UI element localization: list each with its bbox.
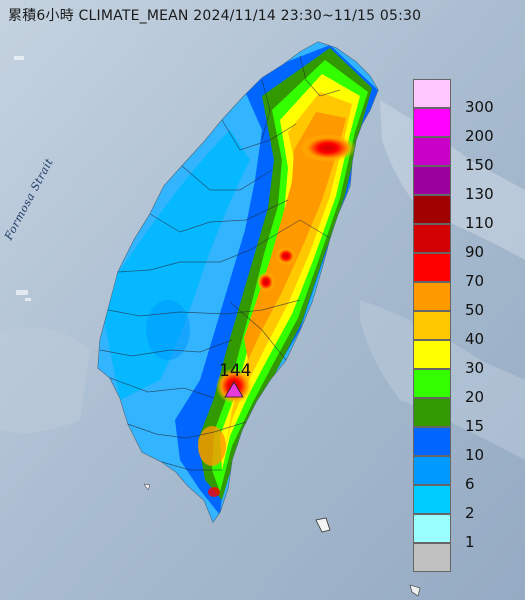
legend-label: 1 [465,533,475,551]
legend-swatch [413,166,451,195]
legend-label: 6 [465,475,475,493]
legend-swatch [413,79,451,108]
legend-label: 200 [465,127,494,145]
legend-swatch [413,543,451,572]
legend-label: 30 [465,359,485,377]
legend-label: 20 [465,388,485,406]
legend-swatch [413,398,451,427]
legend-swatch [413,253,451,282]
legend-swatch [413,137,451,166]
legend-swatch [413,427,451,456]
legend-swatch [413,340,451,369]
legend-label: 150 [465,156,494,174]
legend-swatch [413,108,451,137]
legend-label: 10 [465,446,485,464]
legend-label: 50 [465,301,485,319]
legend-swatch [413,485,451,514]
legend-label: 300 [465,98,494,116]
legend-label: 15 [465,417,485,435]
map-title: 累積6小時 CLIMATE_MEAN 2024/11/14 23:30~11/1… [8,8,422,24]
legend-label: 110 [465,214,494,232]
legend-swatch [413,311,451,340]
legend-label: 90 [465,243,485,261]
legend-label: 130 [465,185,494,203]
max-rainfall-triangle-icon [224,381,244,398]
legend-swatch [413,224,451,253]
legend-swatch [413,369,451,398]
legend-label: 2 [465,504,475,522]
max-rainfall-value: 144 [219,361,252,381]
legend-swatch [413,514,451,543]
legend-swatch [413,195,451,224]
legend-label: 40 [465,330,485,348]
legend-swatch [413,456,451,485]
legend-label: 70 [465,272,485,290]
legend-swatch [413,282,451,311]
